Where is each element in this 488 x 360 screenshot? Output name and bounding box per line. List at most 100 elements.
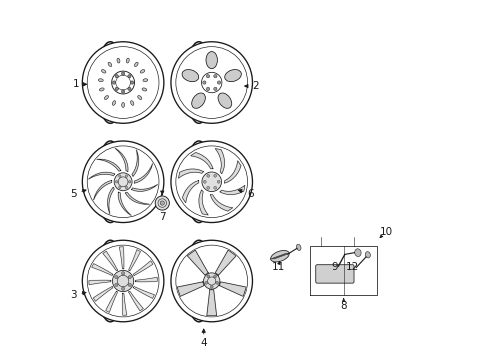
Polygon shape <box>215 250 236 275</box>
Circle shape <box>128 181 131 183</box>
Circle shape <box>115 75 118 78</box>
Polygon shape <box>107 187 114 214</box>
Ellipse shape <box>296 244 301 251</box>
Ellipse shape <box>224 69 241 82</box>
Circle shape <box>121 287 124 291</box>
Circle shape <box>204 282 207 284</box>
Circle shape <box>82 141 163 222</box>
Polygon shape <box>187 250 208 275</box>
Polygon shape <box>93 180 112 200</box>
Polygon shape <box>190 152 213 169</box>
Ellipse shape <box>117 58 120 63</box>
Circle shape <box>115 87 118 90</box>
Circle shape <box>127 75 131 78</box>
Ellipse shape <box>182 69 198 82</box>
Circle shape <box>115 181 118 183</box>
Circle shape <box>112 81 116 84</box>
Circle shape <box>213 275 216 278</box>
Circle shape <box>127 87 131 90</box>
Ellipse shape <box>101 69 106 73</box>
Circle shape <box>121 90 124 93</box>
Polygon shape <box>210 195 232 211</box>
Ellipse shape <box>354 249 361 257</box>
Circle shape <box>114 173 132 191</box>
Ellipse shape <box>140 69 144 73</box>
Text: 4: 4 <box>200 338 206 348</box>
Polygon shape <box>93 287 113 301</box>
Circle shape <box>206 186 209 189</box>
Ellipse shape <box>108 62 112 67</box>
Circle shape <box>206 174 209 177</box>
Polygon shape <box>206 290 216 316</box>
Circle shape <box>213 87 217 90</box>
Text: 6: 6 <box>247 189 254 199</box>
Circle shape <box>202 172 221 192</box>
Circle shape <box>213 186 216 189</box>
Ellipse shape <box>142 88 146 91</box>
Circle shape <box>155 196 169 210</box>
Polygon shape <box>215 149 224 174</box>
Circle shape <box>171 42 252 123</box>
Circle shape <box>203 180 206 183</box>
Polygon shape <box>92 264 113 275</box>
Polygon shape <box>118 192 131 216</box>
FancyBboxPatch shape <box>315 265 353 283</box>
Text: 5: 5 <box>70 189 77 199</box>
Circle shape <box>82 240 163 322</box>
Text: 10: 10 <box>379 227 392 237</box>
Circle shape <box>210 285 213 288</box>
Circle shape <box>128 283 131 287</box>
Circle shape <box>206 87 209 90</box>
Ellipse shape <box>98 79 103 82</box>
Circle shape <box>213 75 217 78</box>
Polygon shape <box>115 148 128 171</box>
Ellipse shape <box>205 51 217 69</box>
Text: 12: 12 <box>346 262 359 272</box>
Circle shape <box>217 180 220 183</box>
Text: 11: 11 <box>271 262 284 272</box>
Circle shape <box>112 270 133 292</box>
Circle shape <box>82 42 163 123</box>
Text: 2: 2 <box>251 81 258 91</box>
Polygon shape <box>178 169 203 178</box>
Ellipse shape <box>126 58 129 63</box>
Polygon shape <box>133 287 154 298</box>
Ellipse shape <box>191 93 205 108</box>
Text: 7: 7 <box>159 212 165 222</box>
Circle shape <box>125 186 127 189</box>
Polygon shape <box>177 282 203 296</box>
Ellipse shape <box>365 252 369 258</box>
Circle shape <box>115 275 118 279</box>
Polygon shape <box>128 250 140 271</box>
Polygon shape <box>134 164 152 183</box>
Polygon shape <box>89 280 111 285</box>
Polygon shape <box>135 277 157 282</box>
Polygon shape <box>88 172 115 179</box>
Polygon shape <box>97 159 121 171</box>
Text: 3: 3 <box>70 290 77 300</box>
Polygon shape <box>125 192 149 204</box>
Ellipse shape <box>99 88 104 91</box>
Circle shape <box>121 272 124 275</box>
Circle shape <box>215 282 218 284</box>
Polygon shape <box>220 185 244 194</box>
Ellipse shape <box>270 251 289 262</box>
Circle shape <box>203 81 205 84</box>
Polygon shape <box>102 251 118 271</box>
Circle shape <box>203 273 220 289</box>
Text: 1: 1 <box>73 79 79 89</box>
Ellipse shape <box>142 79 147 82</box>
Ellipse shape <box>218 93 231 108</box>
Circle shape <box>130 81 133 84</box>
Ellipse shape <box>104 95 108 99</box>
Ellipse shape <box>134 62 138 67</box>
Ellipse shape <box>112 101 115 105</box>
Circle shape <box>121 72 124 75</box>
Circle shape <box>171 240 252 322</box>
Ellipse shape <box>138 95 142 99</box>
Polygon shape <box>132 150 138 176</box>
Text: 9: 9 <box>331 262 338 272</box>
Ellipse shape <box>122 103 124 107</box>
Polygon shape <box>105 291 118 312</box>
Circle shape <box>125 175 127 177</box>
